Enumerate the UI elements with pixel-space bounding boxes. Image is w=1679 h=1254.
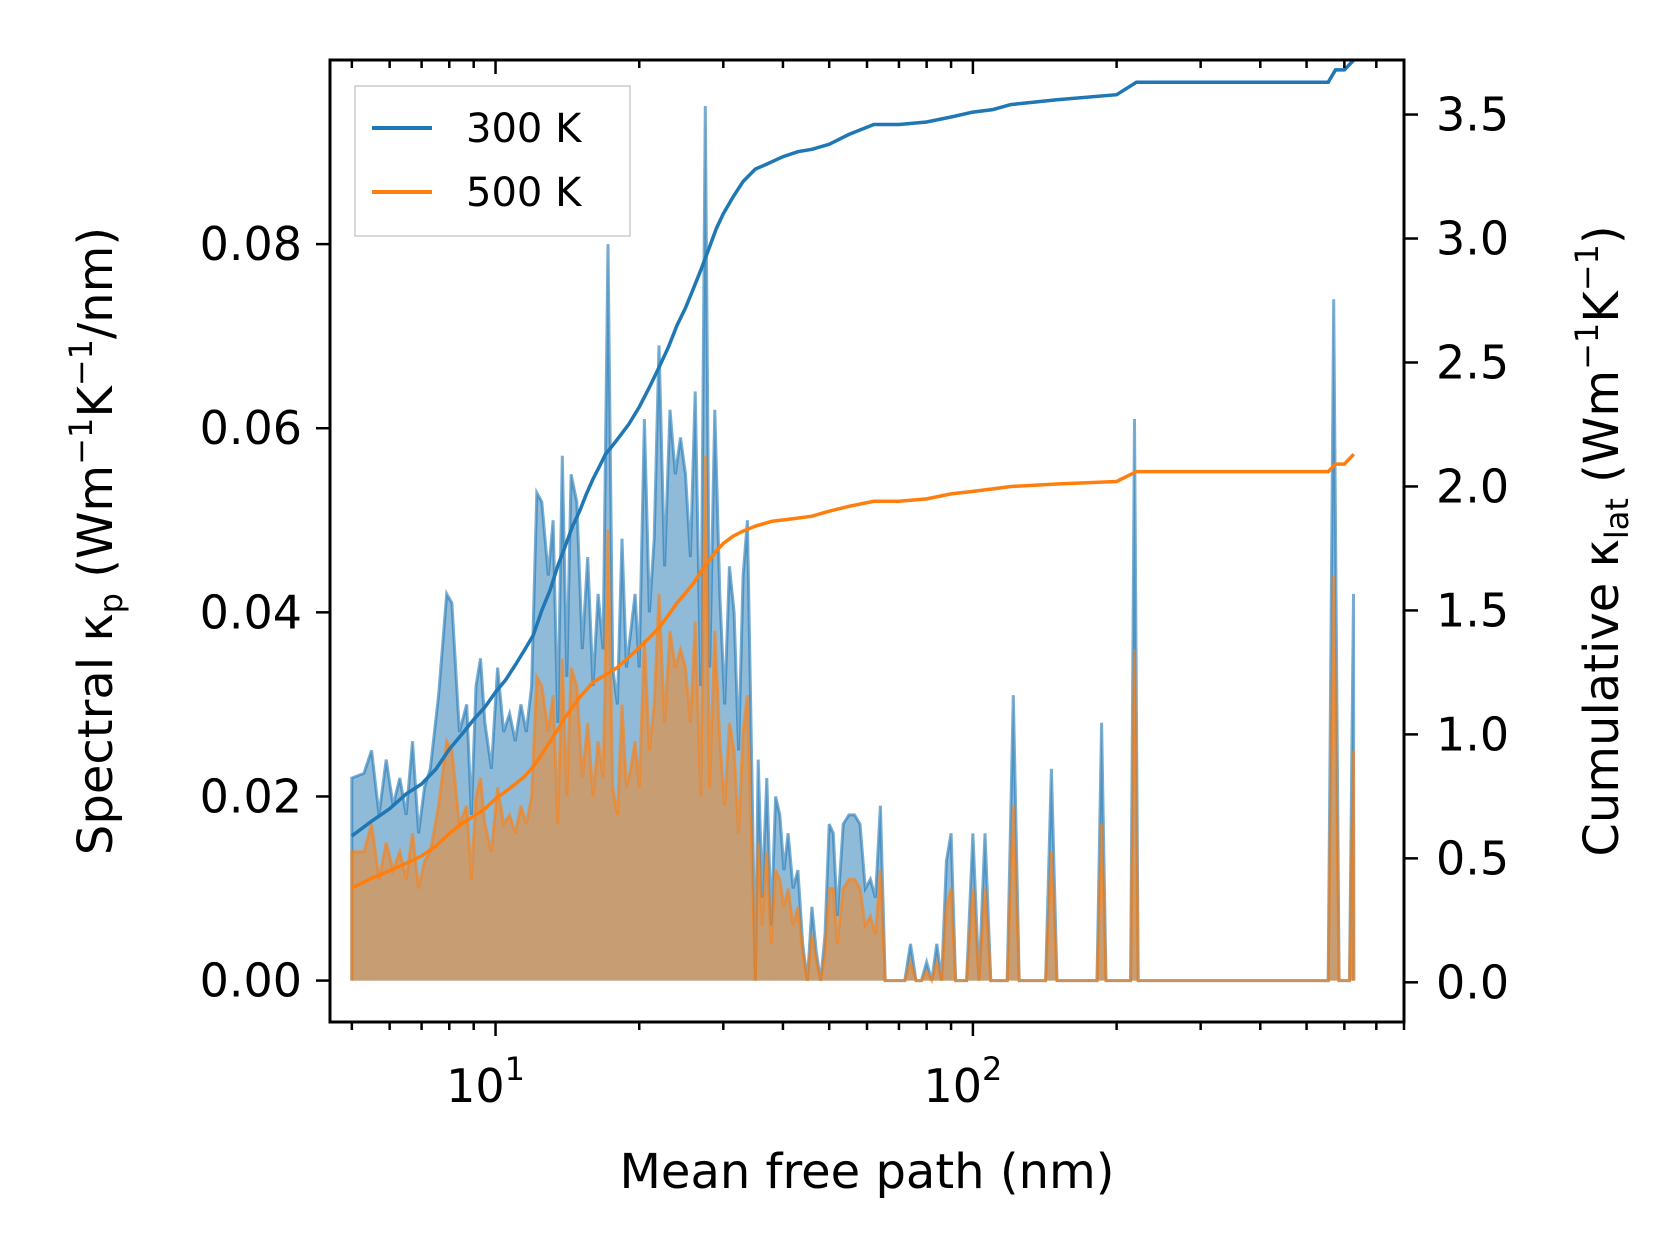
left-y-tick-label: 0.04 xyxy=(200,585,302,639)
cumulative-line-300k xyxy=(350,58,1356,838)
right-y-tick-label: 3.0 xyxy=(1436,212,1509,266)
legend-box xyxy=(354,85,631,237)
ticks: 0.00 0.02 0.04 0.06 0.08 0.0 0.5 1.0 1.5 2.0 2.5 3.… xyxy=(200,60,1509,1113)
spectral-areas xyxy=(350,105,1356,985)
right-y-tick-label: 3.5 xyxy=(1436,88,1509,142)
legend-label-500k: 500 K xyxy=(466,170,583,216)
right-y-axis-label: Cumulative κlat (Wm−1K−1) xyxy=(1568,225,1636,856)
spectral-outline-500k xyxy=(350,455,1356,985)
right-y-tick-label: 0.5 xyxy=(1436,831,1509,885)
left-y-tick-label: 0.06 xyxy=(200,401,302,455)
spectral-area-500k xyxy=(351,455,1354,981)
x-tick-label: 102 xyxy=(923,1050,1002,1113)
left-y-tick-label: 0.02 xyxy=(200,769,302,823)
left-y-axis-label: Spectral κp (Wm−1K−1/nm) xyxy=(62,227,130,855)
right-y-tick-label: 1.0 xyxy=(1436,707,1509,761)
cumulative-lines xyxy=(350,58,1356,890)
right-y-tick-label: 2.5 xyxy=(1436,335,1509,389)
legend-label-300k: 300 K xyxy=(466,106,583,152)
legend: 300 K 500 K xyxy=(354,85,631,237)
right-y-tick-label: 0.0 xyxy=(1436,955,1509,1009)
left-y-tick-label: 0.08 xyxy=(200,217,302,271)
right-y-tick-label: 1.5 xyxy=(1436,583,1509,637)
left-y-tick-label: 0.00 xyxy=(200,954,302,1008)
x-tick-label: 101 xyxy=(446,1050,525,1113)
cumulative-line-500k xyxy=(351,452,1356,890)
right-y-tick-label: 2.0 xyxy=(1436,459,1509,513)
x-axis-label: Mean free path (nm) xyxy=(620,1144,1115,1200)
